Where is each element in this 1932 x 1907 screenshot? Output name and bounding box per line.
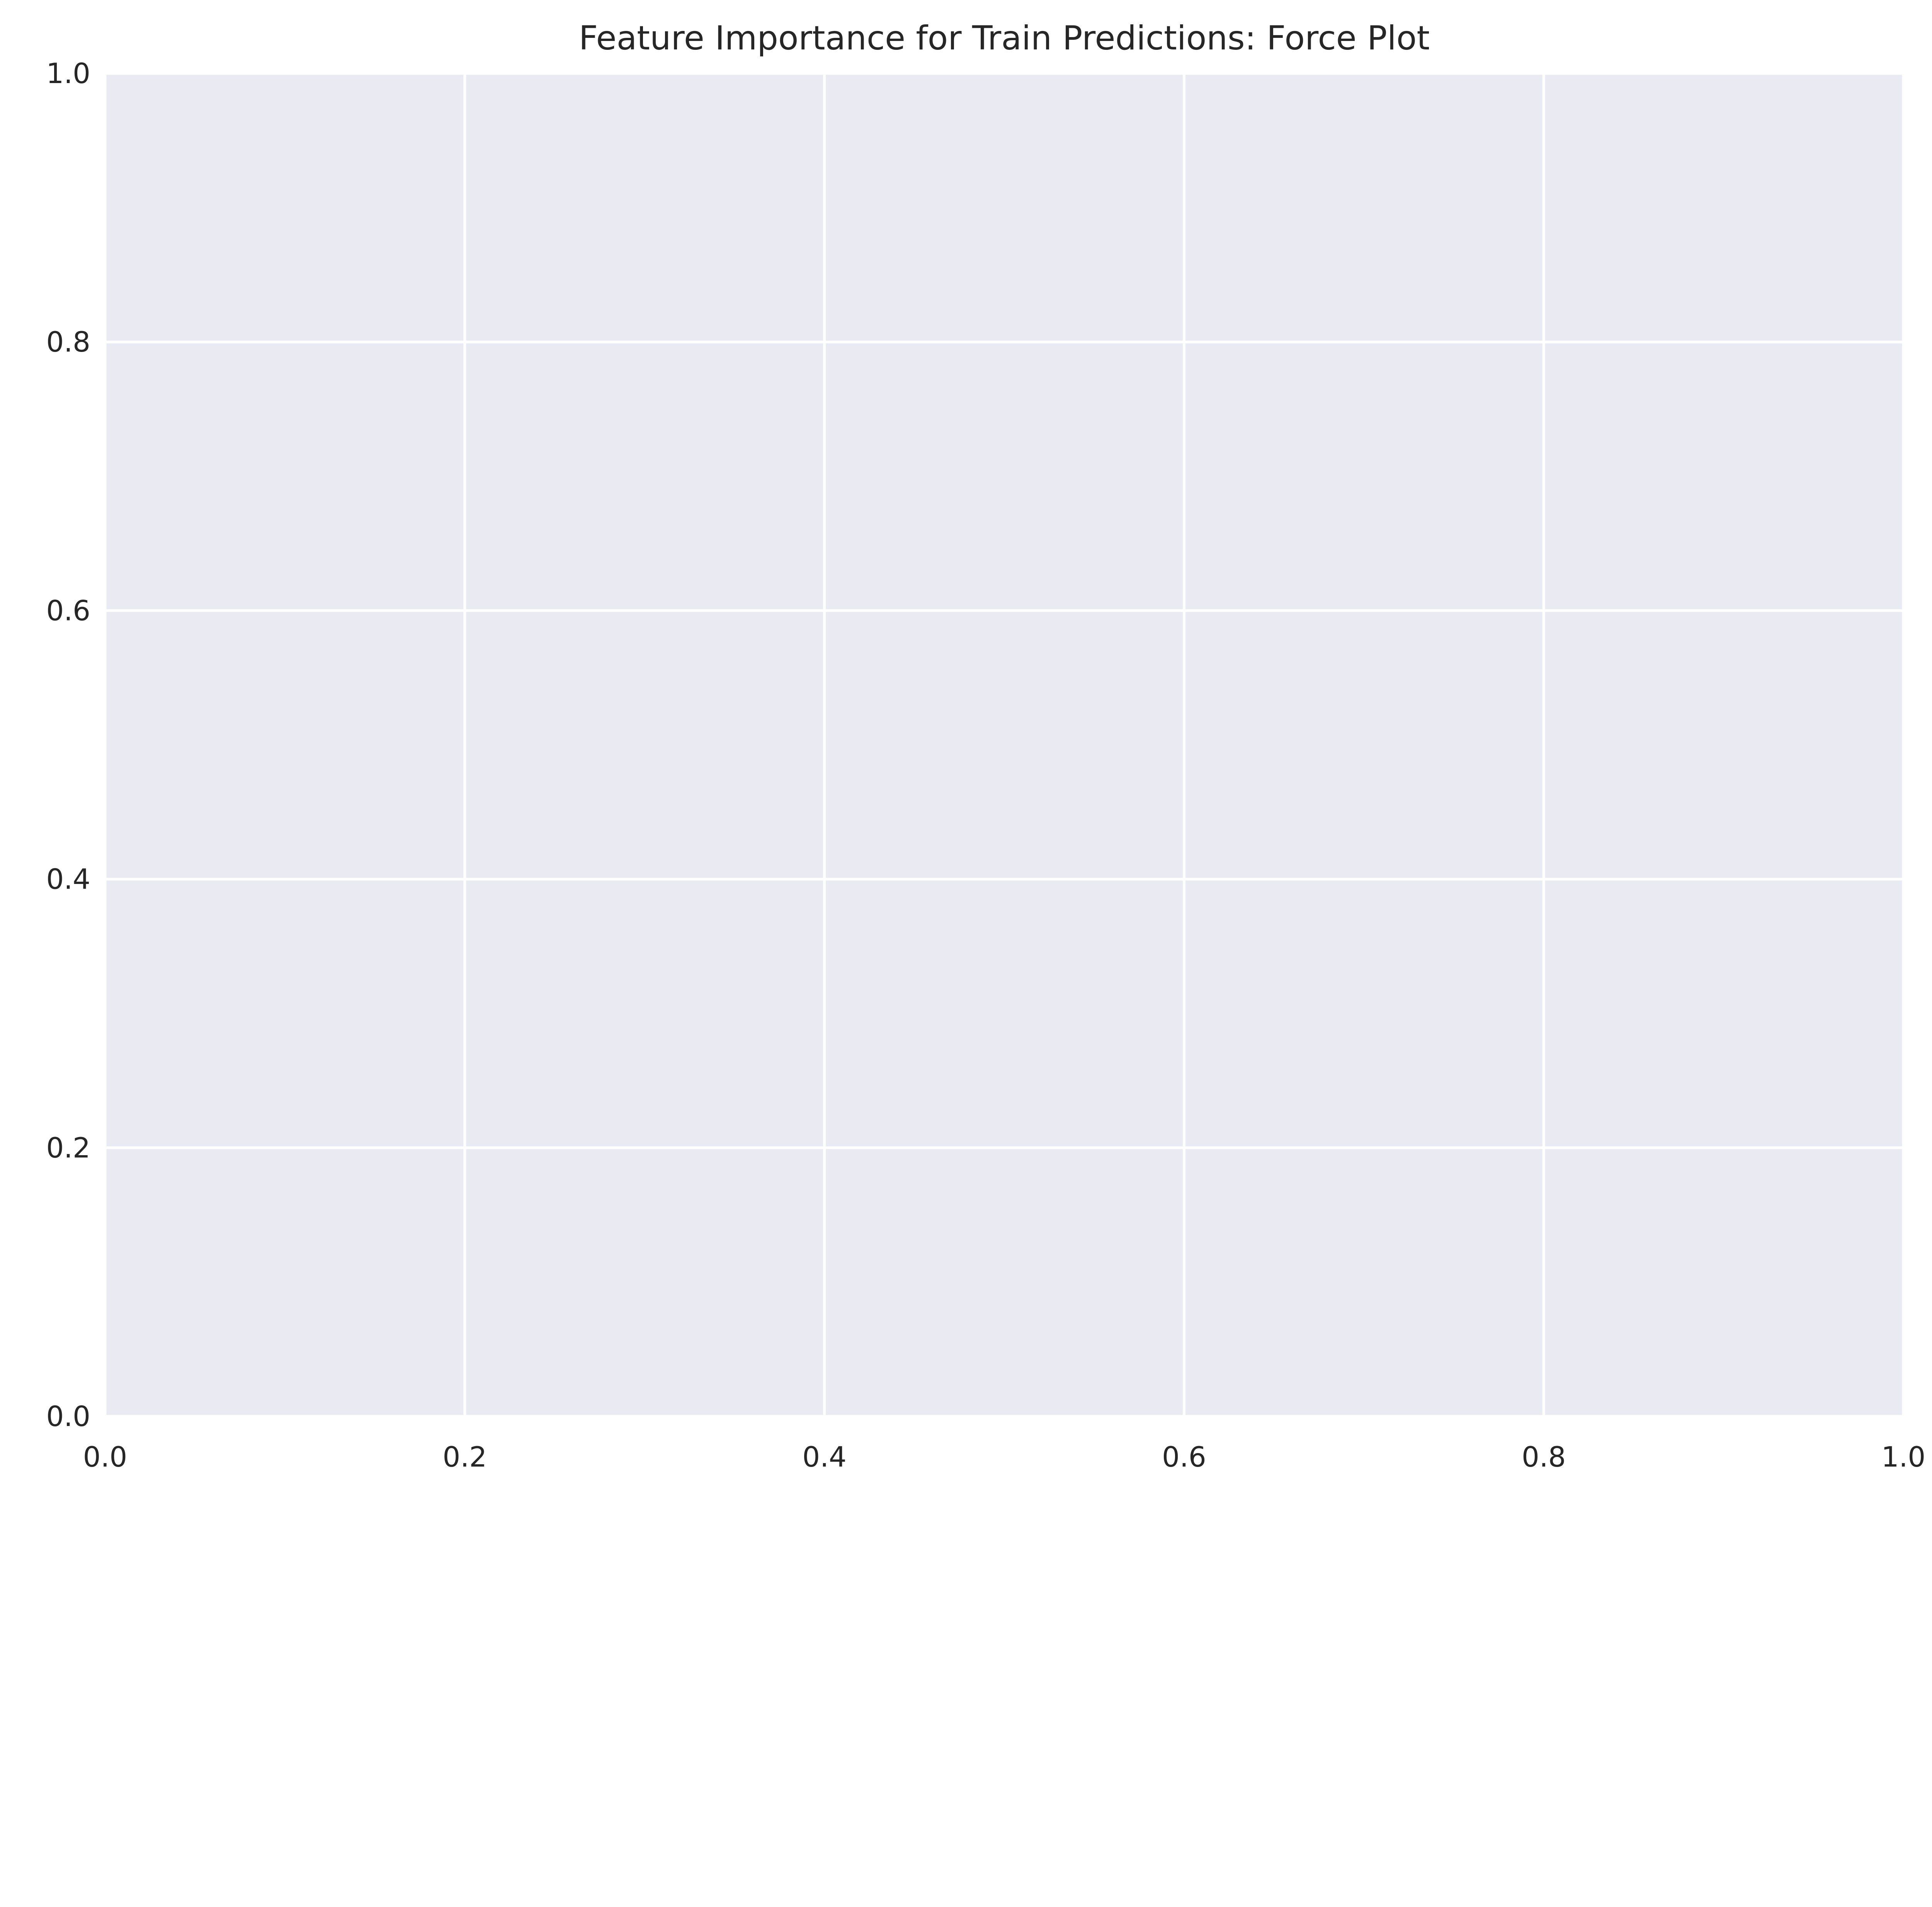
y-tick-label: 0.8 (46, 326, 90, 358)
y-tick-label: 0.6 (46, 594, 90, 627)
x-tick-label: 0.4 (802, 1441, 847, 1473)
x-tick-label: 0.2 (443, 1441, 487, 1473)
x-tick-label: 0.6 (1162, 1441, 1206, 1473)
grid-lines (104, 72, 1905, 1418)
x-tick-label: 0.0 (83, 1441, 128, 1473)
chart-title: Feature Importance for Train Predictions… (579, 19, 1430, 58)
y-axis-ticks: 0.0 0.2 0.4 0.6 0.8 1.0 (46, 57, 90, 1433)
plot-area (105, 73, 1903, 1416)
y-tick-label: 0.0 (46, 1400, 90, 1433)
x-tick-label: 0.8 (1522, 1441, 1566, 1473)
x-tick-label: 1.0 (1881, 1441, 1926, 1473)
x-axis-ticks: 0.0 0.2 0.4 0.6 0.8 1.0 (83, 1441, 1926, 1473)
y-tick-label: 1.0 (46, 57, 90, 90)
y-tick-label: 0.4 (46, 863, 90, 896)
y-tick-label: 0.2 (46, 1132, 90, 1164)
